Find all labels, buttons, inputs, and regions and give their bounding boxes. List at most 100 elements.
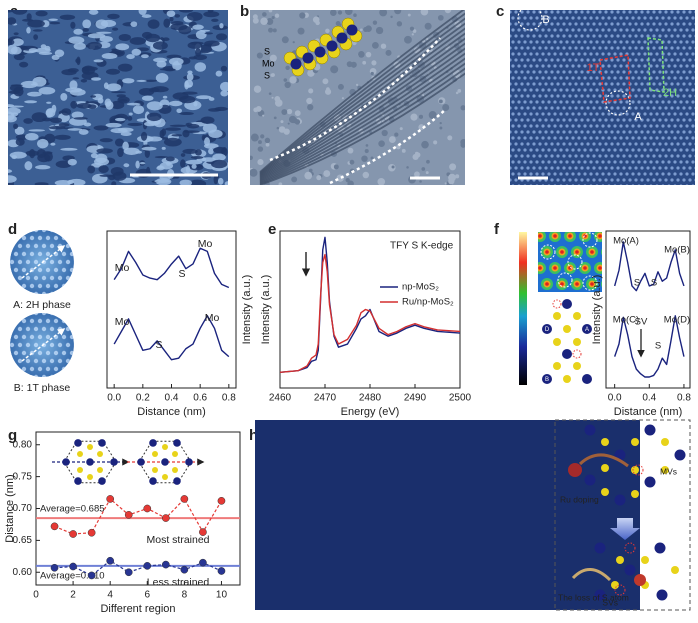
lattice-dot: [58, 260, 62, 264]
texture: [160, 68, 176, 70]
lattice-dot: [562, 10, 565, 13]
lattice-dot: [556, 82, 559, 85]
hot-spot: [604, 249, 611, 256]
lattice-dot: [547, 112, 550, 115]
atom-mo: [315, 47, 326, 58]
lattice-dot: [18, 375, 22, 379]
texture: [377, 178, 385, 186]
lattice-dot: [562, 58, 565, 61]
lattice-dot: [622, 94, 625, 97]
lattice-dot: [78, 236, 82, 240]
texture: [211, 19, 218, 22]
texture: [345, 7, 353, 15]
lattice-dot: [523, 136, 526, 139]
lattice-dot: [652, 94, 655, 97]
lattice-dot: [535, 16, 538, 19]
lattice-dot: [616, 94, 619, 97]
lattice-dot: [634, 46, 637, 49]
lattice-dot: [22, 367, 26, 371]
lattice-dot: [520, 142, 523, 145]
lattice-dot: [559, 172, 562, 175]
texture: [363, 172, 370, 179]
lattice-dot: [520, 94, 523, 97]
lattice-dot: [523, 112, 526, 115]
lattice-dot: [619, 148, 622, 151]
lattice-dot: [619, 160, 622, 163]
lattice-dot: [604, 34, 607, 37]
lattice-dot: [589, 16, 592, 19]
lattice-dot: [46, 319, 50, 323]
lattice-dot: [646, 166, 649, 169]
lattice-dot: [631, 64, 634, 67]
atom-label: S: [264, 46, 270, 56]
texture: [49, 22, 60, 25]
hot-spot: [538, 234, 542, 238]
lattice-dot: [586, 94, 589, 97]
lattice-dot: [42, 276, 46, 280]
texture: [274, 117, 277, 120]
texture: [372, 42, 379, 49]
texture: [253, 107, 258, 112]
lattice-dot: [622, 82, 625, 85]
lattice-dot: [508, 142, 511, 145]
lattice-dot: [604, 118, 607, 121]
texture: [39, 52, 52, 55]
lattice-dot: [34, 276, 38, 280]
lattice-dot: [568, 70, 571, 73]
lattice-dot: [517, 172, 520, 175]
y-tick-label: 0.80: [13, 439, 33, 450]
lattice-dot: [607, 124, 610, 127]
lattice-dot: [520, 34, 523, 37]
series-marker: [162, 561, 169, 568]
texture: [90, 95, 96, 98]
lattice-dot: [30, 367, 34, 371]
lattice-dot: [34, 327, 38, 331]
lattice-dot: [640, 178, 643, 181]
texture: [191, 164, 196, 169]
lattice-dot: [511, 136, 514, 139]
lattice-dot: [643, 136, 646, 139]
lattice-dot: [547, 40, 550, 43]
lattice-dot: [547, 100, 550, 103]
texture: [308, 88, 313, 93]
lattice-dot: [649, 52, 652, 55]
lattice-dot: [571, 64, 574, 67]
texture: [174, 14, 180, 17]
lattice-dot: [556, 130, 559, 133]
lattice-dot: [655, 136, 658, 139]
lattice-dot: [589, 172, 592, 175]
x-tick-label: 0.8: [222, 393, 236, 404]
lattice-dot: [688, 34, 691, 37]
lattice-dot: [565, 40, 568, 43]
texture: [402, 149, 406, 153]
peak-label: SV: [635, 317, 648, 328]
lattice-dot: [520, 70, 523, 73]
texture: [148, 19, 160, 28]
texture: [421, 167, 425, 171]
lattice-dot: [74, 359, 78, 363]
lattice-dot: [535, 64, 538, 67]
lattice-dot: [54, 236, 58, 240]
texture: [192, 25, 204, 30]
lattice-dot: [565, 148, 568, 151]
lattice-dot: [514, 130, 517, 133]
ru-atom: [634, 574, 646, 586]
lattice-dot: [565, 76, 568, 79]
texture: [111, 181, 116, 186]
lattice-dot: [553, 64, 556, 67]
lattice-dot: [610, 142, 613, 145]
lattice-dot: [676, 82, 679, 85]
lattice-dot: [62, 367, 66, 371]
lattice-dot: [577, 160, 580, 163]
atom-label: C: [585, 302, 590, 308]
lattice-dot: [679, 16, 682, 19]
lattice-dot: [646, 154, 649, 157]
series-marker: [199, 559, 206, 566]
texture: [76, 57, 80, 66]
atom-s: [77, 451, 83, 457]
lattice-dot: [676, 106, 679, 109]
atom-mo: [161, 458, 169, 466]
lattice-dot: [658, 130, 661, 133]
lattice-dot: [526, 166, 529, 169]
peak-label: S: [634, 278, 640, 289]
